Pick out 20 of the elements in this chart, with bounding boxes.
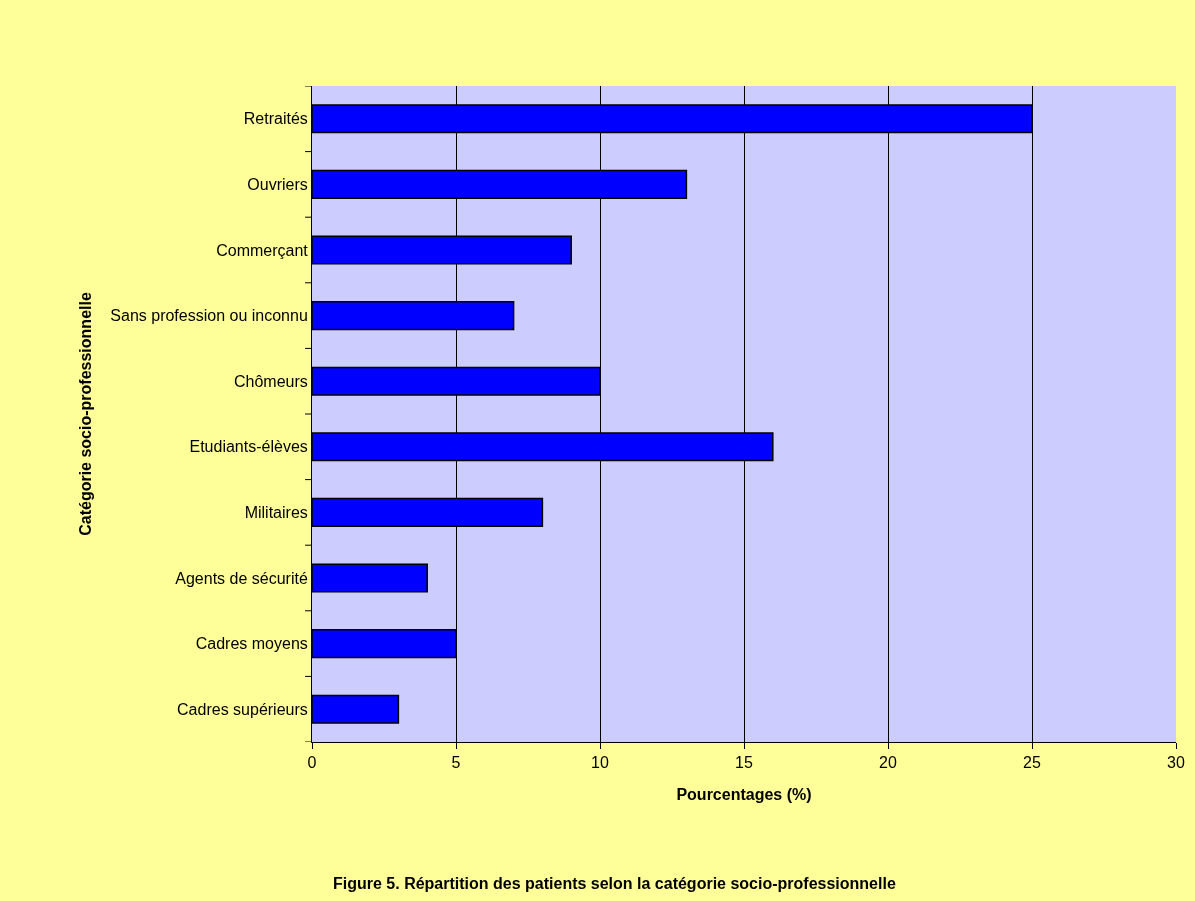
- y-tick-label: Cadres moyens: [195, 635, 308, 653]
- x-axis-title: Pourcentages (%): [676, 785, 812, 803]
- y-axis-title: Catégorie socio-professionnelle: [77, 292, 95, 536]
- y-tick-label: Militaires: [244, 504, 308, 521]
- x-tick-label: 30: [1167, 754, 1185, 772]
- x-tick-label: 0: [307, 754, 317, 772]
- y-tick-label: Commerçant: [216, 241, 309, 259]
- x-tick-label: 5: [451, 754, 461, 772]
- x-tick-label: 25: [1023, 754, 1041, 772]
- y-tick-label: Ouvriers: [247, 176, 308, 193]
- y-tick-label: Cadres supérieurs: [177, 700, 308, 718]
- caption: Figure 5. Répartition des patients selon la catégorie socio-professionnelle: [333, 875, 896, 892]
- y-tick-label: Agents de sécurité: [175, 569, 308, 587]
- y-tick-label: Chômeurs: [233, 372, 308, 390]
- y-tick-label: Retraités: [243, 110, 308, 128]
- x-tick-label: 15: [735, 754, 753, 772]
- y-tick-label: Sans profession ou inconnu: [110, 307, 308, 325]
- x-tick-label: 10: [591, 754, 609, 772]
- x-tick-label: 20: [879, 754, 897, 772]
- y-tick-label: Etudiants-élèves: [189, 438, 308, 456]
